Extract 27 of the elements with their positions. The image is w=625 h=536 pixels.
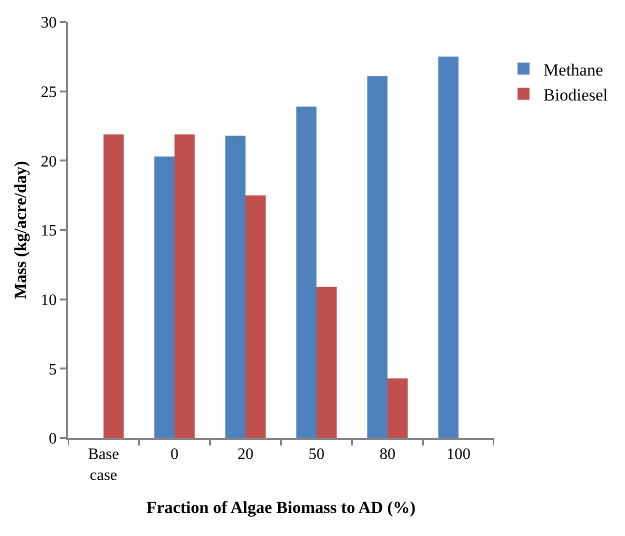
y-tick-label: 10 xyxy=(40,292,57,309)
x-tick-label: Base case xyxy=(88,446,120,484)
bar xyxy=(367,76,388,438)
bar xyxy=(174,134,195,438)
legend-label: Biodiesel xyxy=(544,85,608,104)
x-tick-label: 20 xyxy=(238,446,254,464)
bar xyxy=(154,156,174,438)
x-tick-label: 80 xyxy=(380,446,396,464)
y-tick-label: 15 xyxy=(40,222,57,240)
bar xyxy=(225,136,246,438)
legend-label: Methane xyxy=(544,60,604,80)
x-tick-label: 0 xyxy=(170,446,178,464)
x-tick-label: 50 xyxy=(308,446,324,464)
y-tick-label: 25 xyxy=(40,84,57,101)
y-tick-label: 0 xyxy=(48,430,57,448)
bar xyxy=(438,56,458,438)
y-tick-label: 20 xyxy=(40,153,57,170)
bar xyxy=(316,286,337,438)
y-axis-title: Mass (kg/acre/day) xyxy=(10,160,30,300)
y-tick-label: 30 xyxy=(40,14,57,32)
bar xyxy=(246,195,266,438)
x-axis-title: Fraction of Algae Biomass to AD (%) xyxy=(146,498,416,517)
x-tick-label: 100 xyxy=(446,446,470,464)
bar xyxy=(388,378,408,438)
bar xyxy=(104,134,124,438)
bar xyxy=(296,106,316,438)
y-tick-label: 5 xyxy=(48,361,57,378)
